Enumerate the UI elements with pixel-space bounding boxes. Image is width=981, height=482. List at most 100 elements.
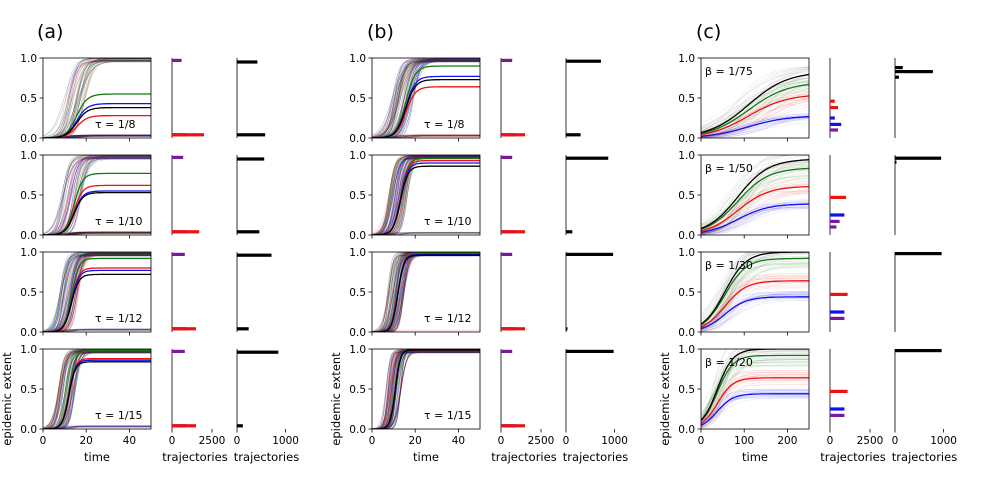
trajectory-line bbox=[43, 352, 151, 428]
mean-line-black bbox=[372, 254, 480, 332]
trajectory-line bbox=[372, 156, 480, 235]
hist2-bar bbox=[895, 252, 942, 256]
trajectory-line bbox=[43, 157, 151, 235]
trajectory-line bbox=[701, 91, 809, 138]
panel-2: (c)0.00.51.0β = 1/750.00.51.0β = 1/500.0… bbox=[658, 21, 957, 464]
trajectory-line bbox=[43, 349, 151, 429]
trajectory-line bbox=[701, 155, 773, 234]
trajectory-line bbox=[43, 255, 151, 332]
trajectory-line bbox=[372, 156, 480, 235]
y-tick-label: 1.0 bbox=[20, 150, 37, 162]
hist2-axis-label: trajectories bbox=[563, 450, 628, 464]
trajectory-line bbox=[701, 75, 809, 135]
trajectory-line bbox=[372, 134, 480, 138]
hist2-bar bbox=[237, 253, 272, 257]
trajectory-line bbox=[372, 351, 480, 429]
mean-line-red bbox=[701, 280, 809, 328]
trajectory-line bbox=[701, 96, 809, 134]
trajectory-line bbox=[43, 351, 151, 429]
trajectory-line bbox=[372, 352, 480, 429]
trajectory-line bbox=[43, 252, 151, 332]
trajectory-line bbox=[372, 134, 480, 138]
x-axis-label: time bbox=[742, 450, 768, 464]
hist2-bar bbox=[566, 349, 614, 353]
trajectory-line bbox=[701, 262, 809, 327]
mean-line-black bbox=[701, 349, 809, 421]
x-tick-label: 40 bbox=[123, 435, 136, 447]
trajectory-line bbox=[43, 158, 151, 235]
trajectory-line bbox=[701, 361, 809, 427]
trajectory-line bbox=[43, 253, 151, 332]
trajectory-line bbox=[372, 350, 480, 429]
trajectory-line bbox=[43, 134, 151, 138]
trajectory-line bbox=[43, 252, 151, 332]
trajectory-line bbox=[43, 352, 151, 429]
hist1-tick-label: 0 bbox=[827, 435, 834, 447]
trajectory-line bbox=[701, 252, 784, 322]
trajectory-line bbox=[701, 117, 809, 138]
trajectory-line bbox=[43, 253, 151, 332]
trajectory-line bbox=[43, 232, 151, 235]
trajectory-line bbox=[701, 252, 809, 325]
mean-line-black bbox=[43, 361, 151, 429]
trajectory-line bbox=[701, 299, 809, 332]
trajectory-line bbox=[372, 156, 480, 235]
trajectory-line bbox=[701, 350, 809, 423]
trajectory-line bbox=[43, 135, 151, 138]
trajectory-line bbox=[701, 116, 809, 136]
hist1-tick-label: 0 bbox=[498, 435, 505, 447]
trajectory-line bbox=[372, 59, 480, 138]
trajectory-line bbox=[43, 156, 151, 235]
hist1-bar-purple bbox=[830, 128, 838, 132]
trajectory-line bbox=[43, 426, 151, 429]
trajectory-line bbox=[43, 252, 151, 332]
trajectory-line bbox=[701, 273, 809, 330]
trajectory-line bbox=[43, 134, 151, 138]
trajectory-line bbox=[372, 59, 480, 138]
trajectory-line bbox=[43, 252, 151, 332]
trajectory-line bbox=[43, 254, 151, 332]
y-tick-label: 0.0 bbox=[678, 230, 695, 242]
trajectory-line bbox=[701, 252, 761, 329]
trajectory-line bbox=[372, 61, 480, 138]
y-tick-label: 0.5 bbox=[678, 287, 695, 299]
mean-line-black bbox=[43, 273, 151, 332]
trajectory-line bbox=[43, 157, 151, 235]
trajectory-line bbox=[701, 300, 809, 330]
trajectory-line bbox=[701, 252, 754, 330]
hist1-bar-red bbox=[501, 133, 525, 137]
trajectory-line bbox=[701, 166, 809, 235]
mean-line-blue bbox=[701, 393, 809, 426]
x-tick-label: 0 bbox=[40, 435, 47, 447]
trajectory-line bbox=[701, 115, 809, 138]
trajectory-line bbox=[43, 252, 151, 332]
trajectory-line bbox=[43, 255, 151, 332]
trajectory-line bbox=[372, 61, 480, 138]
hist1-bar-purple bbox=[830, 219, 840, 223]
trajectory-line bbox=[372, 231, 480, 235]
hist1-bar-red bbox=[830, 106, 838, 110]
trajectory-line bbox=[372, 352, 480, 429]
trajectory-line bbox=[43, 156, 151, 235]
trajectory-line bbox=[372, 157, 480, 235]
trajectory-line bbox=[701, 66, 809, 128]
y-tick-label: 0.5 bbox=[349, 384, 366, 396]
trajectory-line bbox=[43, 157, 151, 235]
trajectory-line bbox=[701, 365, 809, 428]
trajectory-line bbox=[372, 60, 480, 138]
trajectory-line bbox=[43, 254, 151, 332]
trajectory-line bbox=[372, 61, 480, 138]
trajectory-line bbox=[701, 99, 809, 138]
trajectory-line bbox=[372, 351, 480, 429]
trajectory-line bbox=[43, 352, 151, 429]
y-tick-label: 1.0 bbox=[20, 53, 37, 65]
trajectory-line bbox=[43, 254, 151, 332]
trajectory-line bbox=[701, 374, 809, 420]
panel-label: (a) bbox=[37, 21, 63, 43]
trajectory-line bbox=[372, 135, 480, 138]
trajectory-line bbox=[372, 60, 480, 138]
trajectory-line bbox=[372, 61, 480, 138]
trajectory-line bbox=[701, 74, 809, 131]
row-parameter-label: τ = 1/10 bbox=[424, 215, 472, 228]
trajectory-line bbox=[701, 192, 809, 232]
